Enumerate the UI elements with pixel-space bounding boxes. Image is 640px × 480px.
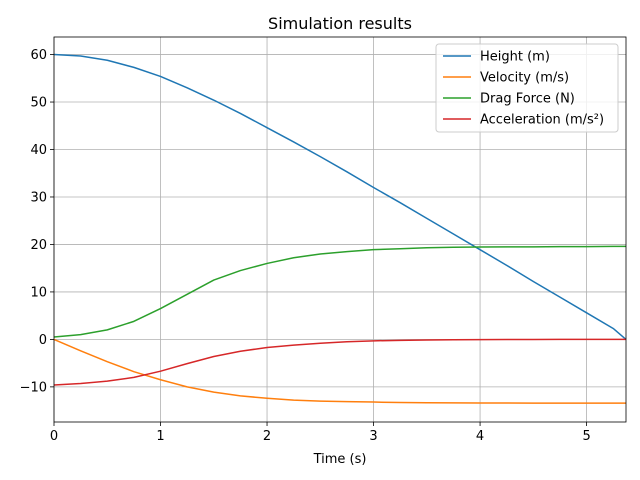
grid (53, 37, 626, 422)
series-lines (53, 53, 627, 404)
y-tick-label: 40 (30, 143, 47, 158)
legend-label: Acceleration (m/s²) (480, 113, 604, 128)
x-tick-label: 2 (263, 429, 271, 444)
y-tick-label: −10 (20, 380, 47, 395)
ticks: 0 1 2 3 4 5 −10 0 10 20 30 40 50 60 (20, 48, 591, 444)
legend-label: Height (m) (480, 50, 550, 65)
legend-label: Velocity (m/s) (480, 71, 569, 86)
y-tick-label: 20 (30, 238, 47, 253)
legend-label: Drag Force (N) (480, 92, 575, 107)
x-tick-label: 5 (582, 429, 590, 444)
x-tick-label: 4 (476, 429, 484, 444)
x-tick-label: 3 (369, 429, 377, 444)
x-axis-label: Time (s) (313, 452, 367, 467)
y-tick-label: 30 (30, 190, 47, 205)
plot-frame (53, 36, 627, 423)
legend-box (435, 43, 619, 133)
y-tick-label: 60 (30, 48, 47, 63)
y-tick-label: 10 (30, 285, 47, 300)
series-line (53, 338, 626, 404)
legend: Height (m) Velocity (m/s) Drag Force (N) Ac… (435, 43, 619, 133)
x-tick-label: 0 (50, 429, 58, 444)
y-tick-label: 50 (30, 96, 47, 111)
series-line (53, 338, 626, 386)
series-line (53, 53, 627, 340)
x-tick-label: 1 (156, 429, 164, 444)
y-tick-label: 0 (39, 333, 47, 348)
series-line (53, 245, 626, 338)
chart-title: Simulation results (268, 14, 412, 33)
